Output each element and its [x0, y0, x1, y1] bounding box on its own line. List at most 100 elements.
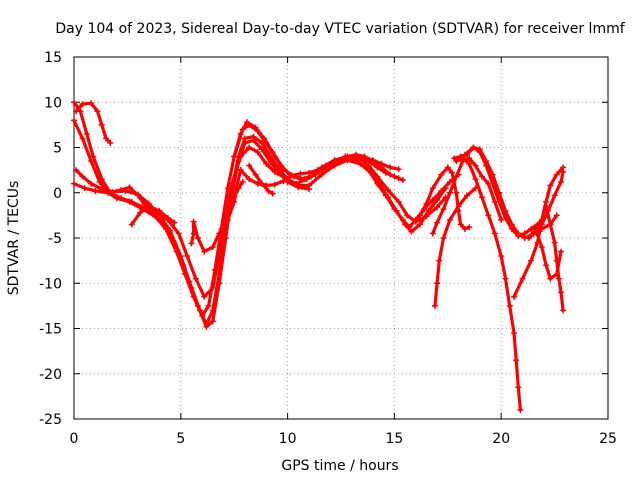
series-arc-5 — [73, 137, 312, 330]
data-point — [90, 153, 97, 160]
data-series — [71, 99, 567, 413]
data-point — [73, 108, 80, 115]
data-point — [271, 153, 278, 160]
data-point — [511, 330, 518, 337]
data-point — [79, 101, 86, 108]
data-point — [472, 176, 479, 183]
data-point — [205, 302, 212, 309]
data-point — [246, 144, 253, 151]
data-point — [453, 173, 460, 180]
data-point — [528, 257, 535, 264]
chart-title: Day 104 of 2023, Sidereal Day-to-day VTE… — [55, 21, 625, 37]
data-point — [453, 158, 460, 165]
data-point — [440, 206, 447, 213]
data-point — [335, 157, 342, 164]
data-point — [558, 178, 565, 185]
data-point — [502, 215, 509, 222]
data-point — [438, 171, 445, 178]
data-point — [453, 189, 460, 196]
data-point — [485, 212, 492, 219]
data-point — [190, 218, 197, 225]
data-point — [194, 235, 201, 241]
data-point — [404, 212, 411, 219]
data-point — [246, 162, 253, 169]
data-point — [312, 171, 319, 178]
data-point — [399, 216, 406, 223]
data-point — [378, 160, 385, 167]
data-point — [235, 158, 242, 165]
data-point — [254, 128, 261, 135]
data-point — [478, 173, 485, 180]
data-point — [408, 228, 415, 235]
data-point — [276, 169, 283, 176]
data-point — [449, 169, 456, 176]
axis-ticks — [73, 56, 609, 420]
y-axis-label: SDTVAR / TECUs — [6, 181, 22, 296]
data-point — [446, 178, 453, 185]
data-point — [237, 167, 244, 174]
data-point — [81, 185, 88, 192]
data-point — [265, 187, 272, 194]
data-point — [466, 224, 473, 231]
x-tick-label: 15 — [385, 431, 403, 447]
data-point — [216, 230, 223, 237]
data-point — [145, 203, 152, 210]
data-point — [429, 185, 436, 192]
y-tick-label: 15 — [44, 50, 62, 66]
data-point — [502, 275, 509, 282]
data-point — [98, 186, 105, 193]
series-arc-11 — [224, 178, 246, 214]
x-axis-label: GPS time / hours — [281, 458, 398, 474]
data-point — [231, 153, 238, 160]
data-point — [489, 180, 496, 187]
data-point — [73, 167, 80, 174]
data-point — [506, 302, 513, 309]
data-point — [186, 278, 193, 285]
data-point — [88, 100, 95, 107]
data-point — [83, 130, 90, 137]
data-point — [71, 99, 77, 106]
data-point — [137, 209, 144, 216]
series-arc-3 — [73, 100, 114, 146]
series-line — [454, 156, 523, 412]
y-tick-label: 0 — [53, 186, 62, 202]
series-arc-21 — [543, 203, 567, 314]
data-point — [560, 307, 567, 314]
data-point — [241, 139, 248, 146]
data-point — [417, 221, 424, 228]
data-point — [94, 108, 101, 115]
series-arc-6 — [128, 203, 178, 228]
data-point — [301, 176, 308, 183]
series-line — [130, 204, 176, 226]
data-point — [538, 244, 545, 251]
data-point — [79, 173, 86, 180]
data-point — [553, 212, 560, 219]
data-point — [203, 323, 210, 330]
data-point — [258, 180, 265, 187]
data-point — [224, 207, 231, 214]
data-point — [384, 187, 391, 194]
data-point — [382, 169, 389, 176]
data-point — [496, 198, 503, 205]
data-point — [508, 225, 515, 232]
data-point — [466, 160, 473, 167]
x-tick-label: 10 — [279, 431, 297, 447]
data-point — [545, 207, 552, 214]
data-point — [357, 154, 364, 161]
y-tick-label: 5 — [53, 141, 62, 157]
data-point — [194, 302, 201, 309]
x-tick-label: 0 — [70, 431, 79, 447]
data-point — [271, 181, 278, 188]
data-point — [263, 160, 270, 167]
series-line — [463, 145, 548, 238]
data-point — [382, 192, 389, 199]
data-point — [423, 200, 430, 207]
data-point — [470, 144, 477, 151]
data-point — [269, 190, 276, 197]
data-point — [521, 230, 528, 237]
series-arc-12 — [348, 154, 406, 184]
data-point — [222, 235, 229, 241]
data-point — [122, 187, 129, 194]
data-point — [107, 139, 114, 146]
data-point — [555, 275, 562, 282]
